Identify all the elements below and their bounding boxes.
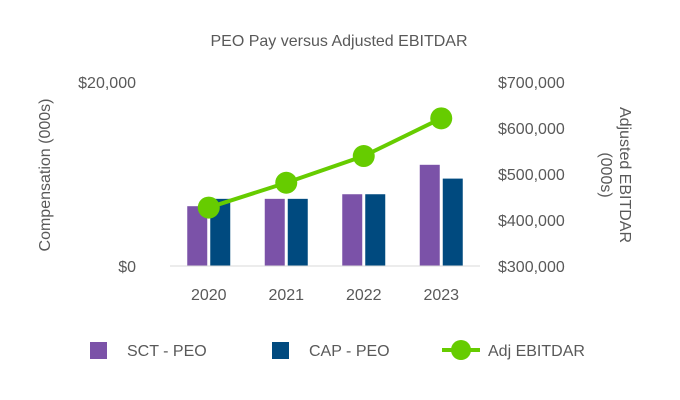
y-right-tick-label: $300,000	[498, 259, 565, 276]
bar-sct-peo-2021	[264, 198, 285, 266]
y-left-tick-label: $0	[118, 259, 136, 276]
line-series	[197, 107, 453, 219]
bars	[187, 164, 463, 266]
point-adj-ebitdar-2022	[352, 145, 375, 168]
y-right-tick-label: $700,000	[498, 75, 565, 92]
y-left-tick-label: $20,000	[78, 75, 136, 92]
bar-sct-peo-2022	[342, 194, 363, 266]
x-axis-ticks: 2020 2021 2022 2023	[191, 287, 459, 304]
point-adj-ebitdar-2020	[197, 196, 220, 219]
point-adj-ebitdar-2021	[275, 171, 298, 194]
y-axis-right-title: Adjusted EBITDAR (000s)	[597, 107, 633, 243]
point-adj-ebitdar-2023	[430, 107, 453, 130]
svg-text:Compensation (000s): Compensation (000s)	[37, 99, 54, 252]
x-tick-label: 2023	[423, 287, 459, 304]
chart-title: PEO Pay versus Adjusted EBITDAR	[211, 33, 468, 50]
svg-text:Adjusted EBITDAR: Adjusted EBITDAR	[616, 107, 633, 243]
y-right-tick-label: $600,000	[498, 121, 565, 138]
y-right-tick-label: $500,000	[498, 167, 565, 184]
bar-sct-peo-2023	[419, 164, 440, 266]
y-axis-right-ticks: $300,000 $400,000 $500,000 $600,000 $700,000	[498, 75, 565, 276]
bar-cap-peo-2021	[287, 198, 308, 266]
legend-swatch-sct-peo	[90, 342, 107, 359]
legend-swatch-cap-peo	[272, 342, 289, 359]
y-axis-left-title: Compensation (000s)	[37, 99, 54, 252]
bar-cap-peo-2023	[442, 178, 463, 266]
y-right-tick-label: $400,000	[498, 213, 565, 230]
y-axis-left-ticks: $0 $20,000	[78, 75, 136, 276]
legend-label-sct-peo: SCT - PEO	[127, 343, 207, 360]
x-tick-label: 2021	[268, 287, 304, 304]
legend-marker-adj-ebitdar	[451, 340, 471, 360]
bar-sct-peo-2020	[187, 206, 208, 266]
line-adj-ebitdar	[208, 116, 443, 210]
bar-cap-peo-2022	[365, 194, 386, 266]
legend: SCT - PEO CAP - PEO Adj EBITDAR	[90, 340, 585, 360]
x-tick-label: 2020	[191, 287, 227, 304]
legend-label-cap-peo: CAP - PEO	[309, 343, 390, 360]
svg-text:(000s): (000s)	[597, 152, 614, 197]
x-tick-label: 2022	[346, 287, 382, 304]
legend-label-adj-ebitdar: Adj EBITDAR	[488, 343, 585, 360]
